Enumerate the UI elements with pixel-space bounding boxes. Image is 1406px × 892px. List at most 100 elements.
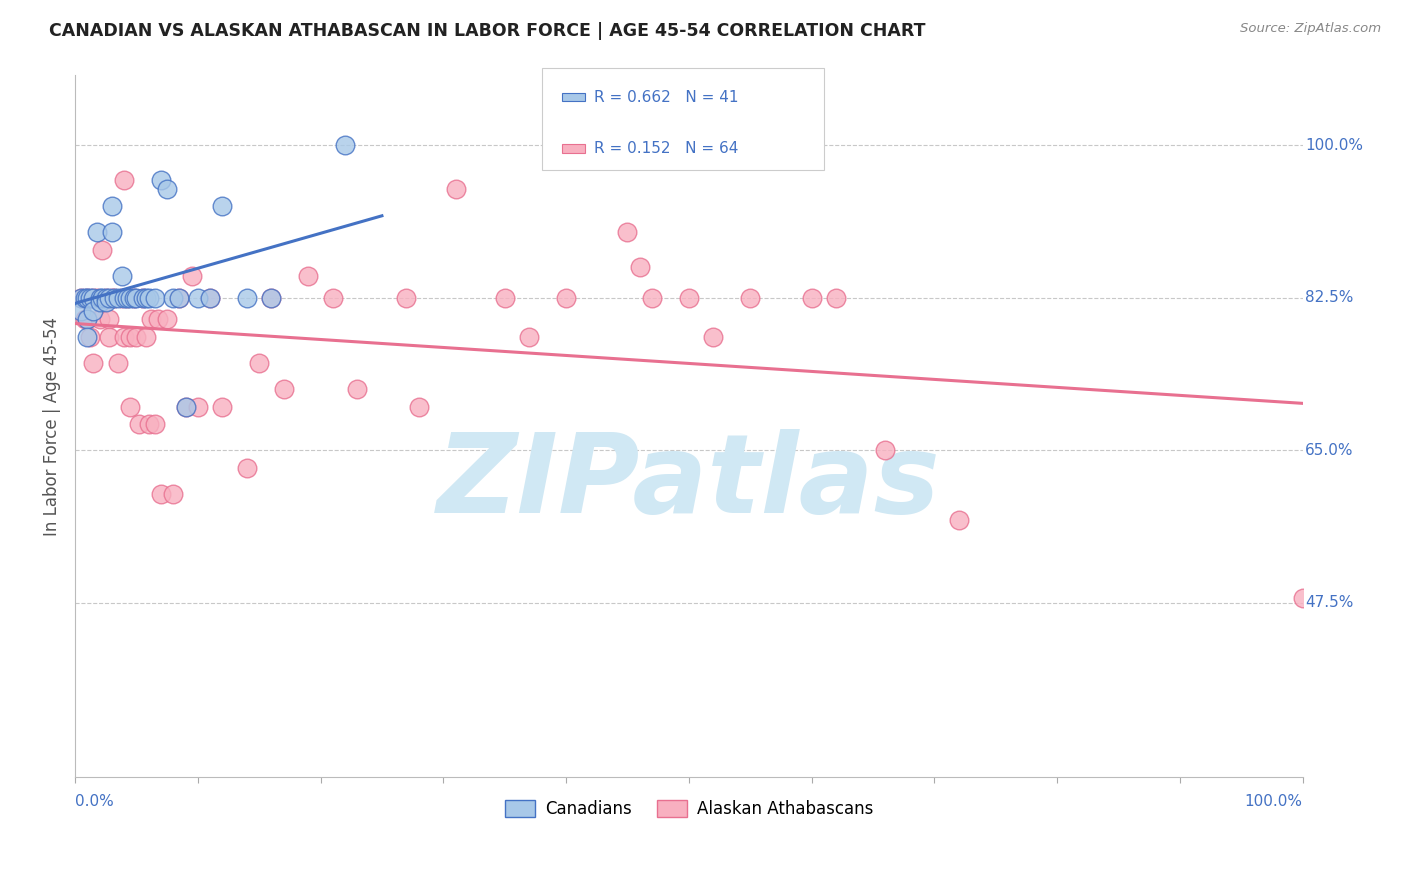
Point bbox=[149, 486, 172, 500]
Point bbox=[395, 291, 418, 305]
Point bbox=[628, 260, 651, 274]
Text: 47.5%: 47.5% bbox=[1305, 595, 1354, 610]
Point bbox=[122, 291, 145, 305]
Point bbox=[678, 291, 700, 305]
Point bbox=[107, 356, 129, 370]
Point bbox=[120, 291, 142, 305]
Point bbox=[79, 330, 101, 344]
Point bbox=[187, 291, 209, 305]
Text: 100.0%: 100.0% bbox=[1244, 795, 1303, 809]
Text: R = 0.662   N = 41: R = 0.662 N = 41 bbox=[595, 90, 738, 105]
Point bbox=[517, 330, 540, 344]
Point bbox=[948, 513, 970, 527]
Point bbox=[76, 291, 98, 305]
Point bbox=[98, 330, 121, 344]
Point bbox=[169, 291, 191, 305]
Bar bbox=[562, 145, 585, 153]
Point bbox=[120, 330, 142, 344]
Point bbox=[98, 312, 121, 326]
Point bbox=[101, 225, 124, 239]
Point bbox=[1292, 591, 1315, 606]
Point bbox=[260, 291, 283, 305]
Point bbox=[128, 417, 150, 431]
Point bbox=[82, 291, 104, 305]
Point bbox=[236, 460, 259, 475]
Point bbox=[115, 291, 138, 305]
Point bbox=[82, 303, 104, 318]
Legend: Canadians, Alaskan Athabascans: Canadians, Alaskan Athabascans bbox=[498, 793, 880, 824]
Text: 82.5%: 82.5% bbox=[1305, 290, 1354, 305]
Point bbox=[112, 173, 135, 187]
Point bbox=[260, 291, 283, 305]
Point bbox=[135, 291, 157, 305]
Point bbox=[91, 291, 114, 305]
Point bbox=[143, 417, 166, 431]
Text: 0.0%: 0.0% bbox=[75, 795, 114, 809]
Point bbox=[70, 303, 93, 318]
Text: 100.0%: 100.0% bbox=[1305, 137, 1364, 153]
Point bbox=[408, 400, 430, 414]
Point bbox=[76, 330, 98, 344]
Point bbox=[125, 291, 148, 305]
Point bbox=[112, 330, 135, 344]
Point bbox=[79, 291, 101, 305]
Point bbox=[131, 291, 153, 305]
Point bbox=[138, 291, 160, 305]
Point bbox=[122, 291, 145, 305]
Point bbox=[156, 182, 179, 196]
Point bbox=[94, 295, 117, 310]
Point bbox=[198, 291, 221, 305]
Point bbox=[94, 291, 117, 305]
Point bbox=[740, 291, 762, 305]
Point bbox=[149, 173, 172, 187]
Point bbox=[91, 243, 114, 257]
Point bbox=[76, 312, 98, 326]
Point bbox=[616, 225, 638, 239]
Text: Source: ZipAtlas.com: Source: ZipAtlas.com bbox=[1240, 22, 1381, 36]
Point bbox=[211, 400, 233, 414]
Point bbox=[198, 291, 221, 305]
Point bbox=[800, 291, 823, 305]
Point bbox=[103, 291, 125, 305]
Point bbox=[82, 356, 104, 370]
Point bbox=[98, 291, 121, 305]
Point bbox=[174, 400, 197, 414]
Point bbox=[138, 417, 160, 431]
Point bbox=[139, 312, 162, 326]
Point bbox=[702, 330, 724, 344]
Text: ZIPatlas: ZIPatlas bbox=[437, 429, 941, 536]
Point bbox=[70, 291, 93, 305]
Point bbox=[89, 291, 111, 305]
Point bbox=[273, 382, 295, 396]
Point bbox=[156, 312, 179, 326]
Point bbox=[494, 291, 516, 305]
Point bbox=[162, 291, 184, 305]
Point bbox=[112, 291, 135, 305]
Point bbox=[76, 312, 98, 326]
Point bbox=[86, 225, 108, 239]
Point bbox=[101, 291, 124, 305]
Point bbox=[101, 199, 124, 213]
Point bbox=[70, 291, 93, 305]
Text: CANADIAN VS ALASKAN ATHABASCAN IN LABOR FORCE | AGE 45-54 CORRELATION CHART: CANADIAN VS ALASKAN ATHABASCAN IN LABOR … bbox=[49, 22, 925, 40]
Point bbox=[825, 291, 848, 305]
Point bbox=[187, 400, 209, 414]
Point bbox=[555, 291, 578, 305]
Point bbox=[94, 291, 117, 305]
Point bbox=[135, 330, 157, 344]
Point bbox=[247, 356, 270, 370]
Point bbox=[86, 291, 108, 305]
Point bbox=[111, 268, 134, 283]
Point bbox=[131, 291, 153, 305]
Point bbox=[82, 291, 104, 305]
Point bbox=[120, 400, 142, 414]
Point bbox=[211, 199, 233, 213]
Point bbox=[111, 291, 134, 305]
Point bbox=[169, 291, 191, 305]
Point bbox=[143, 291, 166, 305]
Text: R = 0.152   N = 64: R = 0.152 N = 64 bbox=[595, 141, 738, 156]
Point bbox=[73, 291, 96, 305]
Point bbox=[174, 400, 197, 414]
Point bbox=[162, 486, 184, 500]
Point bbox=[180, 268, 202, 283]
